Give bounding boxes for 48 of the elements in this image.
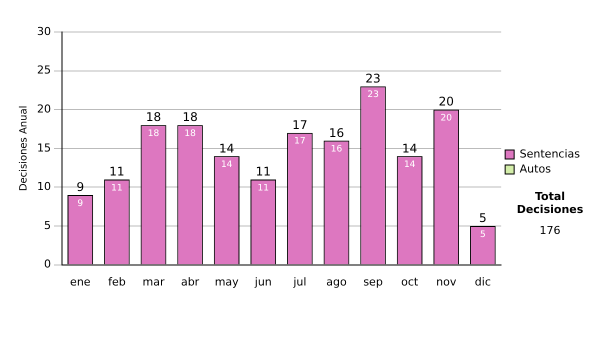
y-tick-label: 25 bbox=[36, 64, 51, 77]
y-tick-label: 30 bbox=[36, 24, 51, 38]
y-tick-label: 20 bbox=[36, 102, 51, 116]
y-tick-label: 15 bbox=[36, 141, 51, 154]
total-label: 17 bbox=[292, 118, 308, 132]
x-tick-label: feb bbox=[108, 275, 126, 288]
x-tick-label: dic bbox=[474, 275, 491, 288]
y-tick-label: 10 bbox=[36, 180, 51, 194]
text: Total Decisiones bbox=[516, 190, 584, 216]
data-label: 14 bbox=[404, 160, 416, 170]
x-tick-label: ago bbox=[326, 275, 347, 288]
data-label: 18 bbox=[148, 128, 160, 139]
total-label: 9 bbox=[76, 180, 84, 194]
x-tick-label: sep bbox=[363, 275, 383, 288]
data-label: 5 bbox=[480, 230, 486, 240]
y-tick-label: 0 bbox=[44, 258, 51, 271]
total-label: 16 bbox=[328, 126, 344, 140]
x-tick-label: mar bbox=[142, 275, 165, 288]
total-label: 20 bbox=[438, 94, 454, 109]
y-axis-title: Decisiones Anual bbox=[18, 106, 30, 192]
total-label: 11 bbox=[109, 164, 125, 179]
data-label: 17 bbox=[294, 136, 306, 147]
total-label: 5 bbox=[479, 211, 487, 226]
x-tick-label: oct bbox=[401, 275, 419, 288]
total-label: 23 bbox=[365, 71, 381, 86]
x-tick-label: jun bbox=[254, 275, 272, 288]
data-label: 16 bbox=[330, 144, 342, 154]
total-label: 14 bbox=[219, 141, 234, 156]
legend-label: Autos bbox=[520, 162, 552, 176]
total-label: 14 bbox=[402, 141, 418, 156]
data-label: 20 bbox=[440, 113, 452, 124]
data-label: 9 bbox=[77, 198, 84, 209]
x-tick-label: ene bbox=[70, 275, 91, 288]
total-label: 11 bbox=[256, 164, 271, 179]
x-tick-label: abr bbox=[180, 275, 200, 288]
x-tick-label: jul bbox=[292, 275, 306, 288]
text: 176 bbox=[538, 224, 562, 237]
legend-label: Sentencias bbox=[520, 147, 580, 160]
x-tick-label: may bbox=[214, 275, 240, 288]
data-label: 14 bbox=[220, 160, 233, 170]
data-label: 11 bbox=[111, 183, 123, 194]
y-tick-label: 5 bbox=[44, 218, 51, 232]
total-label: 18 bbox=[182, 110, 198, 124]
x-tick-label: nov bbox=[436, 275, 457, 288]
data-label: 23 bbox=[367, 90, 379, 100]
total-label: 18 bbox=[146, 110, 162, 124]
data-label: 18 bbox=[184, 128, 196, 139]
data-label: 11 bbox=[258, 183, 269, 194]
